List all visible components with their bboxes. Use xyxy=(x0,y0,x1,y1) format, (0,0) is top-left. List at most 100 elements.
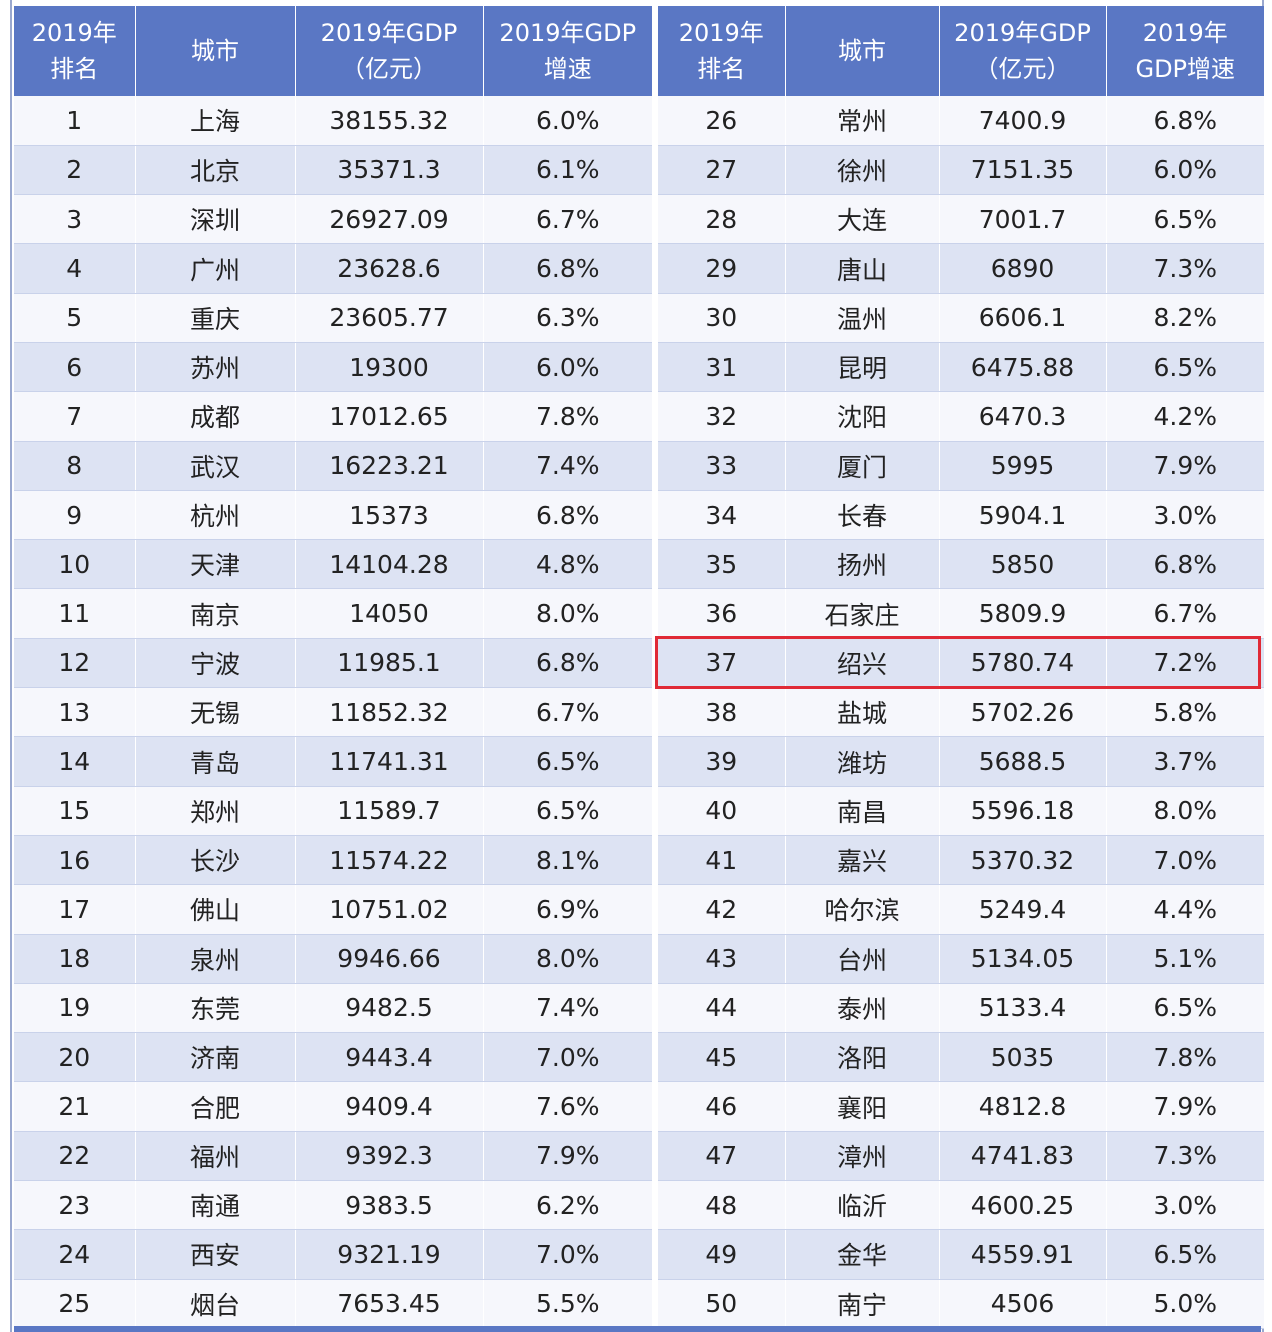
gdp-cell: 5995 xyxy=(939,441,1107,491)
city-cell: 青岛 xyxy=(135,736,296,787)
table-row: 4 广州 23628.6 6.8% xyxy=(14,243,652,294)
city-cell: 武汉 xyxy=(135,441,296,491)
city-cell: 长沙 xyxy=(135,835,296,886)
city-cell: 襄阳 xyxy=(785,1081,940,1132)
rank-cell: 8 xyxy=(14,441,136,491)
gdp-cell: 5809.9 xyxy=(939,588,1107,639)
city-cell: 绍兴 xyxy=(785,638,940,689)
table-row: 33 厦门 5995 7.9% xyxy=(658,441,1264,491)
table-body-left: 1 上海 38155.32 6.0% 2 北京 35371.3 6.1% 3 深圳 26927.09… xyxy=(14,96,652,1329)
gdp-cell: 11589.7 xyxy=(295,786,484,836)
rank-cell: 28 xyxy=(658,194,786,245)
gdp-cell: 5370.32 xyxy=(939,835,1107,886)
growth-cell: 7.0% xyxy=(1106,835,1264,886)
rank-cell: 25 xyxy=(14,1279,136,1329)
header-gdp: 2019年GDP （亿元） xyxy=(295,6,484,96)
rank-cell: 11 xyxy=(14,588,136,639)
gdp-cell: 5702.26 xyxy=(939,687,1107,738)
growth-cell: 6.8% xyxy=(1106,539,1264,590)
city-cell: 合肥 xyxy=(135,1081,296,1132)
table-row: 22 福州 9392.3 7.9% xyxy=(14,1131,652,1182)
city-cell: 漳州 xyxy=(785,1131,940,1182)
rank-cell: 44 xyxy=(658,983,786,1034)
city-cell: 郑州 xyxy=(135,786,296,836)
growth-cell: 6.5% xyxy=(483,786,652,836)
city-cell: 杭州 xyxy=(135,490,296,541)
table-row: 15 郑州 11589.7 6.5% xyxy=(14,786,652,836)
city-cell: 无锡 xyxy=(135,687,296,738)
city-cell: 潍坊 xyxy=(785,736,940,787)
table-row: 48 临沂 4600.25 3.0% xyxy=(658,1180,1264,1231)
gdp-cell: 4559.91 xyxy=(939,1229,1107,1280)
table-row: 23 南通 9383.5 6.2% xyxy=(14,1180,652,1231)
growth-cell: 5.8% xyxy=(1106,687,1264,738)
gdp-cell: 5780.74 xyxy=(939,638,1107,689)
growth-cell: 6.2% xyxy=(483,1180,652,1231)
city-cell: 金华 xyxy=(785,1229,940,1280)
growth-cell: 8.0% xyxy=(483,934,652,984)
growth-cell: 8.1% xyxy=(483,835,652,886)
growth-cell: 7.8% xyxy=(1106,1032,1264,1083)
gdp-cell: 23605.77 xyxy=(295,293,484,343)
growth-cell: 6.5% xyxy=(1106,983,1264,1034)
table-body-right: 26 常州 7400.9 6.8% 27 徐州 7151.35 6.0% 28 大连 7001.7 6… xyxy=(658,96,1264,1329)
gdp-cell: 5850 xyxy=(939,539,1107,590)
table-row: 42 哈尔滨 5249.4 4.4% xyxy=(658,884,1264,935)
growth-cell: 7.9% xyxy=(1106,441,1264,491)
rank-cell: 47 xyxy=(658,1131,786,1182)
rank-cell: 20 xyxy=(14,1032,136,1083)
table-row: 49 金华 4559.91 6.5% xyxy=(658,1229,1264,1280)
rank-cell: 3 xyxy=(14,194,136,245)
growth-cell: 7.3% xyxy=(1106,1131,1264,1182)
rank-cell: 50 xyxy=(658,1279,786,1329)
gdp-cell: 9482.5 xyxy=(295,983,484,1034)
gdp-cell: 4600.25 xyxy=(939,1180,1107,1231)
gdp-cell: 5688.5 xyxy=(939,736,1107,787)
rank-cell: 6 xyxy=(14,342,136,393)
table-row: 6 苏州 19300 6.0% xyxy=(14,342,652,393)
growth-cell: 4.2% xyxy=(1106,391,1264,442)
table-row: 36 石家庄 5809.9 6.7% xyxy=(658,588,1264,639)
gdp-cell: 7400.9 xyxy=(939,96,1107,146)
header-growth: 2019年GDP 增速 xyxy=(483,6,652,96)
growth-cell: 6.7% xyxy=(483,194,652,245)
table-row: 43 台州 5134.05 5.1% xyxy=(658,934,1264,984)
gdp-cell: 7653.45 xyxy=(295,1279,484,1329)
rank-cell: 37 xyxy=(658,638,786,689)
growth-cell: 5.5% xyxy=(483,1279,652,1329)
ranking-table-right: 2019年 排名 城市 2019年GDP （亿元） 2019年 GDP增速 26… xyxy=(658,6,1264,1329)
table-row: 30 温州 6606.1 8.2% xyxy=(658,293,1264,343)
rank-cell: 14 xyxy=(14,736,136,787)
city-cell: 南通 xyxy=(135,1180,296,1231)
rank-cell: 46 xyxy=(658,1081,786,1132)
table-row: 40 南昌 5596.18 8.0% xyxy=(658,786,1264,836)
table-row: 11 南京 14050 8.0% xyxy=(14,588,652,639)
growth-cell: 7.6% xyxy=(483,1081,652,1132)
rank-cell: 18 xyxy=(14,934,136,984)
city-cell: 扬州 xyxy=(785,539,940,590)
city-cell: 台州 xyxy=(785,934,940,984)
gdp-cell: 6470.3 xyxy=(939,391,1107,442)
table-row: 24 西安 9321.19 7.0% xyxy=(14,1229,652,1280)
city-cell: 厦门 xyxy=(785,441,940,491)
growth-cell: 6.0% xyxy=(1106,145,1264,196)
city-cell: 重庆 xyxy=(135,293,296,343)
table-row: 1 上海 38155.32 6.0% xyxy=(14,96,652,146)
growth-cell: 6.1% xyxy=(483,145,652,196)
table-row: 3 深圳 26927.09 6.7% xyxy=(14,194,652,245)
table-row: 8 武汉 16223.21 7.4% xyxy=(14,441,652,491)
table-row: 38 盐城 5702.26 5.8% xyxy=(658,687,1264,738)
growth-cell: 7.8% xyxy=(483,391,652,442)
gdp-cell: 5035 xyxy=(939,1032,1107,1083)
growth-cell: 7.3% xyxy=(1106,243,1264,294)
header-growth: 2019年 GDP增速 xyxy=(1106,6,1264,96)
header-city: 城市 xyxy=(135,6,296,96)
growth-cell: 8.2% xyxy=(1106,293,1264,343)
growth-cell: 7.0% xyxy=(483,1032,652,1083)
gdp-cell: 11574.22 xyxy=(295,835,484,886)
growth-cell: 5.0% xyxy=(1106,1279,1264,1329)
city-cell: 泰州 xyxy=(785,983,940,1034)
table-row: 21 合肥 9409.4 7.6% xyxy=(14,1081,652,1132)
rank-cell: 35 xyxy=(658,539,786,590)
rank-cell: 33 xyxy=(658,441,786,491)
